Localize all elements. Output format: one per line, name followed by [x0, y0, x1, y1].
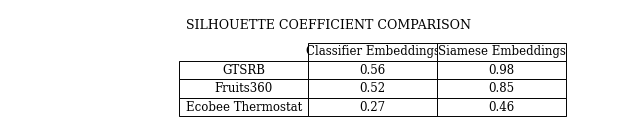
Text: SILHOUETTE COEFFICIENT COMPARISON: SILHOUETTE COEFFICIENT COMPARISON	[186, 19, 470, 32]
